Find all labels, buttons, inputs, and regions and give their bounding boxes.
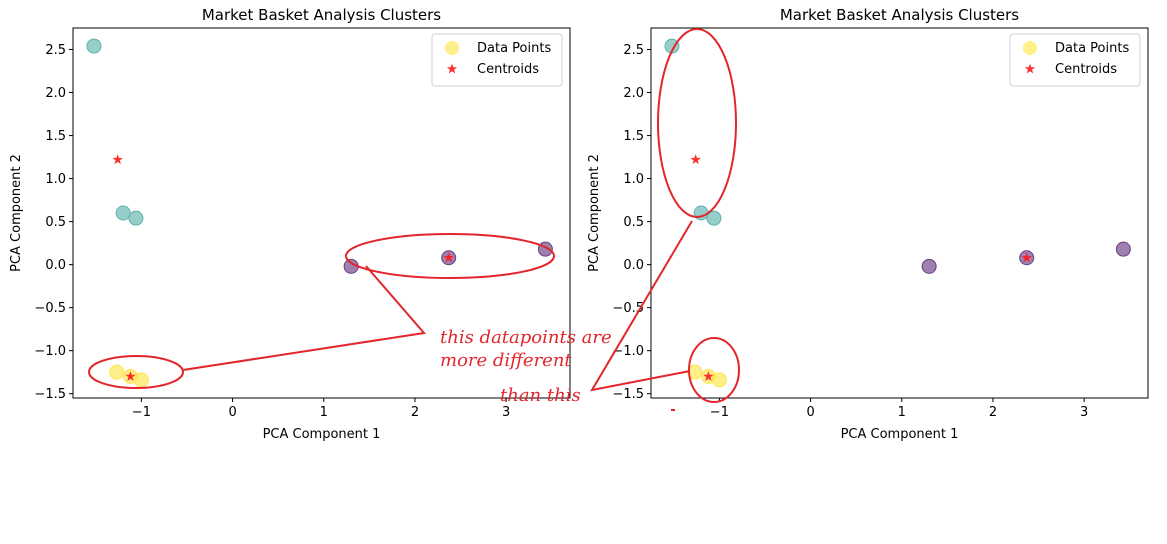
centroid-star (1021, 252, 1032, 263)
y-tick-label: 1.5 (623, 129, 644, 144)
annotation-text-line-3: than this (500, 385, 581, 406)
legend-marker-data-points (1023, 41, 1037, 55)
x-tick-label: 0 (228, 405, 236, 420)
y-tick-label: −0.5 (612, 301, 644, 316)
x-tick-label: 0 (806, 405, 814, 420)
legend-box (431, 33, 563, 87)
y-axis-label: PCA Component 2 (9, 154, 24, 272)
legend-marker-centroids (446, 63, 458, 74)
annotation-text-line-1: this datapoints are (440, 327, 612, 348)
annotation-ellipse-teal (657, 28, 737, 218)
data-point-yellow (133, 372, 149, 388)
y-tick-label: −1.0 (34, 344, 66, 359)
data-point-yellow (711, 372, 727, 388)
x-axis-label: PCA Component 1 (263, 427, 381, 442)
x-tick-label: 1 (898, 405, 906, 420)
annotation-ellipse-yellow-left (88, 355, 184, 389)
plot-frame-right (650, 27, 1149, 399)
y-tick-label: 2.5 (45, 43, 66, 58)
legend-marker-centroids (1024, 63, 1036, 74)
data-point-teal (128, 210, 144, 226)
y-tick-label: −1.5 (612, 387, 644, 402)
annotation-ellipse-yellow-right (688, 337, 740, 403)
annotation-ellipse-purple (345, 233, 555, 279)
x-tick-label: −1 (710, 405, 729, 420)
centroid-star (690, 154, 701, 165)
data-point-purple (921, 258, 937, 274)
y-tick-label: −1.0 (612, 344, 644, 359)
x-tick-label: 2 (411, 405, 419, 420)
y-tick-label: 1.5 (45, 129, 66, 144)
chart-title: Market Basket Analysis Clusters (202, 6, 441, 24)
legend-box (1009, 33, 1141, 87)
legend-label-centroids: Centroids (477, 62, 539, 77)
data-point-yellow (109, 364, 125, 380)
plot-frame-left (72, 27, 571, 399)
x-tick-label: 3 (1080, 405, 1088, 420)
centroid-star (112, 154, 123, 165)
y-tick-label: 0.5 (45, 215, 66, 230)
y-tick-label: 1.0 (45, 172, 66, 187)
x-tick-label: 2 (989, 405, 997, 420)
right-scatter-chart: Market Basket Analysis Clusters PCA Compo… (587, 6, 1149, 442)
legend-label-centroids: Centroids (1055, 62, 1117, 77)
y-axis-label: PCA Component 2 (587, 154, 602, 272)
centroid-star (443, 252, 454, 263)
y-tick-label: 1.0 (623, 172, 644, 187)
y-tick-label: 0.0 (623, 258, 644, 273)
chart-title: Market Basket Analysis Clusters (780, 6, 1019, 24)
y-tick-label: 2.0 (623, 86, 644, 101)
x-tick-label: 3 (502, 405, 510, 420)
y-tick-label: 2.0 (45, 86, 66, 101)
legend-marker-data-points (445, 41, 459, 55)
annotation-text-line-2: more different (440, 350, 572, 371)
y-tick-label: −0.5 (34, 301, 66, 316)
legend-label-data-points: Data Points (1055, 41, 1129, 56)
annotation-pointer-lines-left (182, 265, 426, 371)
x-axis-label: PCA Component 1 (841, 427, 959, 442)
x-tick-label: 1 (320, 405, 328, 420)
left-scatter-chart: Market Basket Analysis Clusters PCA Compo… (9, 6, 571, 442)
annotation-layer: this datapoints are more different than … (88, 28, 740, 411)
y-tick-label: 2.5 (623, 43, 644, 58)
centroid-star (125, 370, 136, 381)
y-tick-label: −1.5 (34, 387, 66, 402)
data-point-teal (115, 205, 131, 221)
data-point-teal (706, 210, 722, 226)
x-tick-label: −1 (132, 405, 151, 420)
data-point-teal (86, 38, 102, 54)
data-point-purple (1115, 241, 1131, 257)
y-tick-label: 0.5 (623, 215, 644, 230)
legend-label-data-points: Data Points (477, 41, 551, 56)
annotation-pointer-lines-right (590, 220, 693, 392)
y-tick-label: 0.0 (45, 258, 66, 273)
centroid-star (703, 370, 714, 381)
